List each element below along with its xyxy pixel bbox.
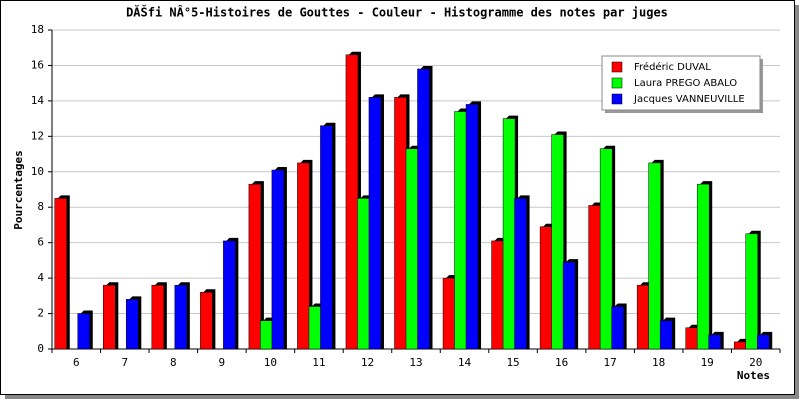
y-tick-label: 18	[31, 23, 44, 36]
bar	[454, 111, 467, 350]
x-tick-label: 7	[121, 356, 128, 369]
bar	[648, 162, 661, 350]
bar	[200, 292, 213, 350]
y-tick-label: 8	[37, 200, 44, 213]
bar	[733, 341, 747, 350]
bar	[103, 284, 116, 350]
bar	[588, 205, 601, 350]
bar	[394, 97, 407, 350]
bar	[539, 226, 553, 350]
bar	[442, 277, 456, 350]
bar	[708, 334, 721, 350]
bar	[223, 240, 236, 350]
bar	[345, 54, 359, 350]
bar	[562, 261, 576, 350]
frame-shadow	[795, 5, 799, 399]
bar	[502, 118, 516, 350]
x-tick-label: 16	[555, 356, 568, 369]
bar	[126, 299, 139, 350]
bar	[659, 320, 673, 350]
y-tick-label: 12	[31, 129, 44, 142]
bar	[260, 320, 273, 350]
x-tick-label: 11	[312, 356, 325, 369]
x-tick-label: 6	[73, 356, 80, 369]
bar	[151, 284, 165, 350]
y-tick-label: 0	[37, 342, 44, 355]
legend-swatch	[611, 61, 623, 73]
bar	[320, 125, 333, 350]
x-tick-label: 8	[170, 356, 177, 369]
x-tick-label: 12	[361, 356, 374, 369]
bar	[174, 284, 188, 350]
frame-shadow	[5, 395, 799, 399]
bar	[696, 183, 710, 350]
y-tick-label: 4	[37, 271, 44, 284]
bar	[611, 306, 624, 350]
x-tick-label: 18	[652, 356, 665, 369]
bar	[297, 162, 310, 350]
x-tick-label: 9	[219, 356, 226, 369]
bar	[599, 148, 613, 350]
y-tick-label: 6	[37, 236, 44, 249]
y-tick-label: 16	[31, 58, 44, 71]
x-tick-label: 17	[604, 356, 617, 369]
y-tick-label: 2	[37, 307, 44, 320]
chart-title: DĂŠfi NÂ°5-Histoires de Gouttes - Couleu…	[126, 5, 668, 20]
x-tick-label: 19	[701, 356, 714, 369]
legend-label: Frédéric DUVAL	[634, 61, 711, 73]
bar	[491, 240, 504, 350]
y-tick-label: 10	[31, 165, 44, 178]
legend-swatch	[611, 77, 623, 89]
bar	[514, 198, 527, 350]
legend-label: Jacques VANNEUVILLE	[633, 94, 745, 105]
bar	[756, 334, 770, 350]
bar	[368, 97, 382, 350]
x-tick-label: 14	[458, 356, 472, 369]
bar	[685, 327, 698, 350]
bar	[417, 68, 430, 350]
bar	[465, 104, 479, 350]
legend-swatch	[611, 93, 623, 105]
x-tick-label: 10	[264, 356, 277, 369]
bar	[54, 198, 68, 350]
y-tick-label: 14	[31, 94, 45, 107]
legend-label: Laura PREGO ABALO	[634, 78, 737, 89]
bar	[636, 284, 650, 350]
bar	[551, 134, 564, 350]
bar	[248, 183, 262, 350]
y-axis-label: Pourcentages	[12, 150, 25, 229]
bar	[357, 198, 370, 350]
x-tick-label: 20	[749, 356, 762, 369]
x-tick-label: 13	[409, 356, 422, 369]
legend-box	[601, 55, 761, 111]
bar	[308, 306, 322, 350]
bar	[271, 169, 285, 350]
legend: Frédéric DUVAL Laura PREGO ABALO Jacques V…	[601, 55, 763, 113]
bar	[77, 313, 91, 350]
x-axis-label: Notes	[737, 369, 770, 382]
bar	[745, 233, 758, 350]
x-tick-label: 15	[506, 356, 519, 369]
bar	[405, 148, 419, 350]
